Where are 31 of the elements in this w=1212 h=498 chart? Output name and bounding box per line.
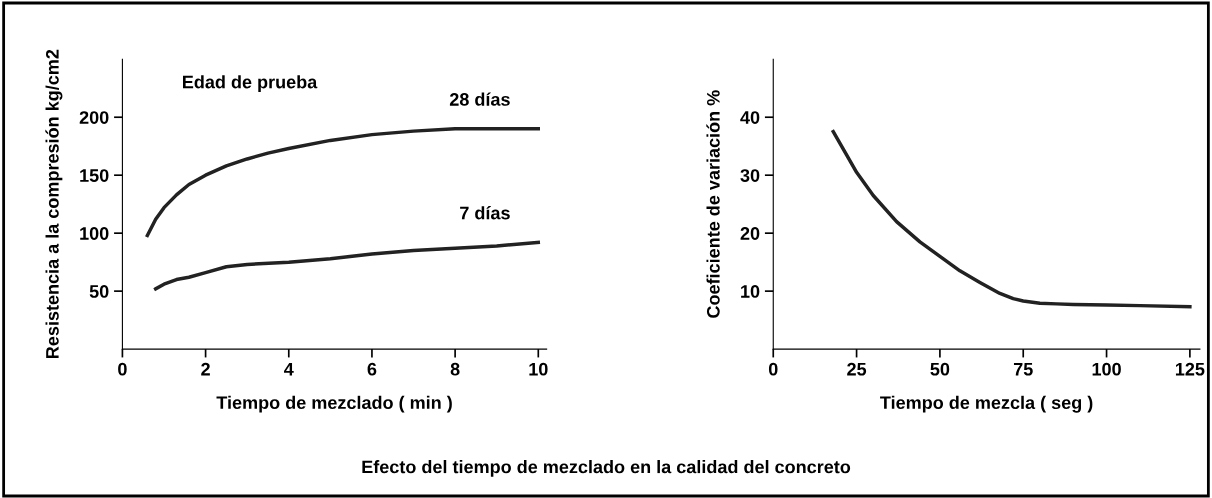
x-tick-label: 8 xyxy=(450,362,460,376)
x-tick-label: 125 xyxy=(1175,362,1205,376)
y-tick-label: 50 xyxy=(89,285,109,298)
y-axis-title: Resistencia a la compresión kg/cm2 xyxy=(45,49,63,359)
x-tick-label: 6 xyxy=(367,362,377,376)
x-tick-label: 50 xyxy=(930,362,950,376)
x-tick-label: 100 xyxy=(1092,362,1121,376)
annotation: Edad de prueba xyxy=(183,75,318,92)
text: Efecto del tiempo de mezclado en la calidad del concreto xyxy=(362,460,851,477)
y-tick-label: 30 xyxy=(740,169,760,182)
series-label: 28 días xyxy=(449,92,510,106)
line-series xyxy=(145,127,541,238)
y-tick-label: 40 xyxy=(740,111,760,124)
x-tick-label: 0 xyxy=(118,362,127,376)
x-tick-label: 75 xyxy=(1013,362,1033,376)
y-tick-label: 10 xyxy=(741,285,760,298)
y-axis-title: Coeficiente de variación % xyxy=(706,90,720,318)
y-tick-label: 200 xyxy=(79,111,109,124)
y-tick-label: 150 xyxy=(80,169,109,182)
line-series xyxy=(153,240,541,291)
y-tick-label: 20 xyxy=(740,227,760,240)
line-series xyxy=(831,129,1192,309)
y-tick-label: 100 xyxy=(80,227,109,240)
x-tick-label: 10 xyxy=(529,362,548,376)
x-tick-label: 0 xyxy=(768,362,778,376)
series-label: 7 días xyxy=(460,206,510,220)
x-tick-label: 25 xyxy=(847,362,867,376)
x-tick-label: 4 xyxy=(284,362,294,376)
x-axis-title: Tiempo de mezcla ( seg ) xyxy=(880,395,1093,413)
x-tick-label: 2 xyxy=(201,362,210,376)
x-axis-title: Tiempo de mezclado ( min ) xyxy=(216,395,452,413)
